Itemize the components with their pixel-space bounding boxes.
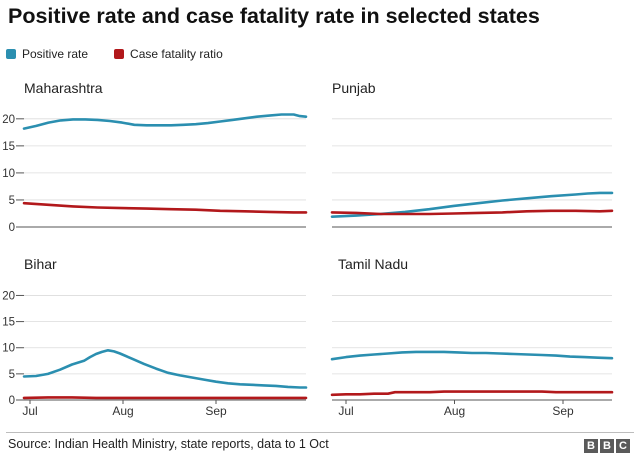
y-tick-label: 0: [9, 395, 15, 407]
bbc-logo-block: B: [584, 439, 598, 453]
y-tick-label: 10: [2, 168, 15, 180]
undefined: [330, 209, 614, 216]
y-tick-label: 0: [9, 222, 15, 234]
panel-maharashtra: Maharashtra 0 5 10 15 20: [2, 80, 308, 234]
undefined: [22, 396, 308, 400]
source-note: Source: Indian Health Ministry, state re…: [8, 437, 329, 451]
x-tick-label: Sep: [205, 404, 227, 418]
y-tick-label: 5: [9, 369, 15, 381]
x-tick-label: Jul: [22, 404, 37, 418]
panel-bihar: Bihar 0 5 10 15 20 Jul Aug Sep: [2, 256, 308, 418]
small-multiples-chart: Maharashtra 0 5 10 15 20 Punjab Bihar 0 5 10 15 20 Ju…: [2, 80, 614, 418]
undefined: [22, 201, 308, 214]
panel-title: Punjab: [332, 80, 376, 96]
legend-label-positive-rate: Positive rate: [22, 47, 89, 61]
x-tick-label: Sep: [552, 404, 574, 418]
y-tick-label: 15: [2, 141, 15, 153]
y-tick-label: 10: [2, 343, 15, 355]
bbc-logo-block: C: [616, 439, 630, 453]
panel-tamil-nadu: Tamil Nadu Jul Aug Sep: [330, 256, 614, 418]
panel-title: Tamil Nadu: [338, 256, 408, 272]
bbc-logo: B B C: [582, 439, 630, 453]
y-tick-label: 5: [9, 195, 15, 207]
footer-divider: [6, 432, 634, 433]
x-tick-label: Jul: [338, 404, 353, 418]
undefined: [330, 390, 614, 397]
bbc-logo-block: B: [600, 439, 614, 453]
chart-title: Positive rate and case fatality rate in …: [8, 4, 540, 28]
legend-swatch-case-fatality-ratio: [114, 49, 125, 59]
legend-swatch-positive-rate: [6, 49, 16, 59]
legend-label-case-fatality-ratio: Case fatality ratio: [130, 47, 223, 61]
undefined: [330, 350, 614, 361]
y-tick-label: 20: [2, 290, 15, 302]
panel-title: Maharashtra: [24, 80, 103, 96]
panel-punjab: Punjab: [330, 80, 614, 228]
x-tick-label: Aug: [444, 404, 465, 418]
undefined: [22, 348, 308, 389]
legend-entry-positive-rate: Positive rate: [6, 47, 88, 61]
legend-entry-case-fatality-ratio: Case fatality ratio: [114, 47, 223, 61]
legend: Positive rate Case fatality ratio: [6, 47, 249, 61]
panel-title: Bihar: [24, 256, 57, 272]
y-tick-label: 20: [2, 114, 15, 126]
x-tick-label: Aug: [112, 404, 133, 418]
y-tick-label: 15: [2, 317, 15, 329]
undefined: [22, 113, 308, 130]
